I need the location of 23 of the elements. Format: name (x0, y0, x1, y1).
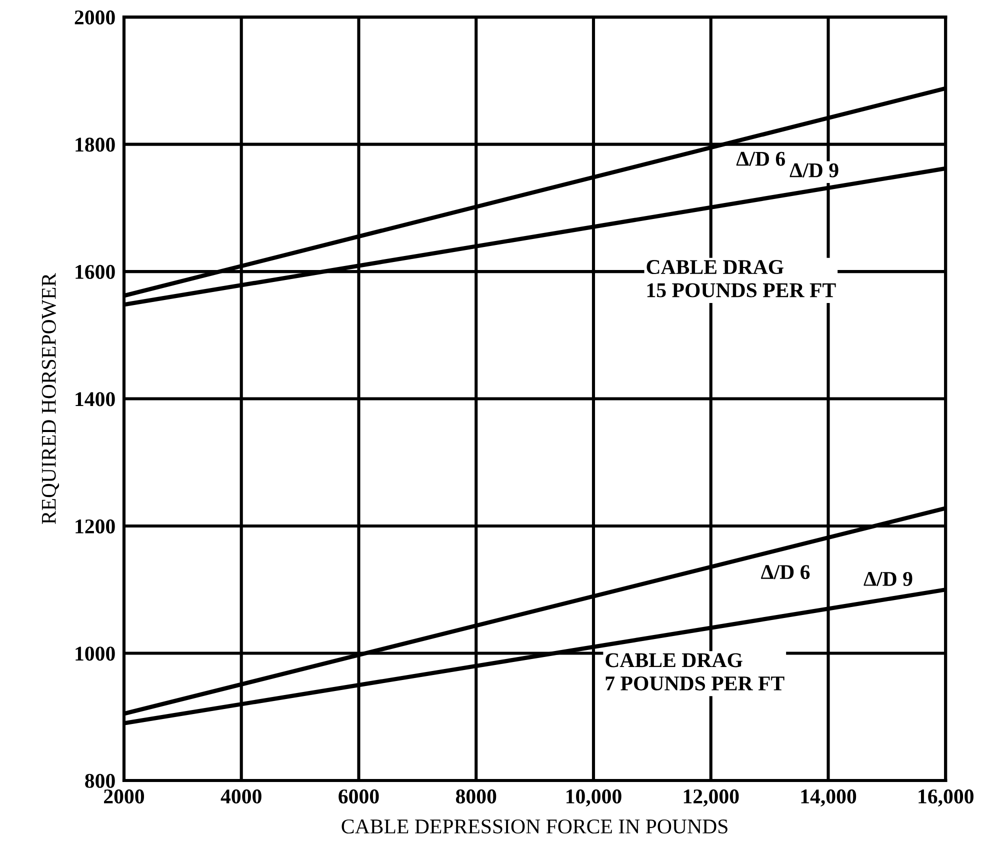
x-tick-label: 6000 (338, 789, 379, 804)
x-tick-label: 14,000 (801, 789, 856, 807)
series-label: Δ/D 9 (790, 163, 838, 178)
y-tick-label: 2000 (74, 10, 115, 24)
annotation: CABLE DRAG 7 POUNDS PER FT (606, 653, 784, 690)
annotation: CABLE DRAG 15 POUNDS PER FT (646, 260, 836, 298)
x-tick-label: 12,000 (684, 789, 739, 807)
y-tick-label: 1000 (76, 646, 115, 661)
x-tick-label: 8000 (456, 789, 496, 804)
y-tick-label: 800 (85, 774, 115, 788)
x-tick-label: 16,000 (918, 789, 974, 807)
x-tick-label: 10,000 (566, 789, 622, 807)
x-tick-label: 2000 (104, 789, 144, 804)
x-axis-title: CABLE DEPRESSION FORCE IN POUNDS (342, 819, 728, 834)
y-tick-label: 1200 (76, 519, 115, 534)
series-label: Δ/D 9 (864, 572, 912, 586)
y-axis-title: REQUIRED HORSEPOWER (42, 272, 60, 524)
y-tick-label: 1400 (76, 392, 115, 406)
y-tick-label: 1600 (76, 264, 115, 279)
x-tick-label: 4000 (220, 789, 262, 804)
series-label: Δ/D 6 (736, 152, 786, 166)
series-label: Δ/D 6 (761, 565, 810, 580)
y-tick-label: 1800 (76, 138, 115, 152)
